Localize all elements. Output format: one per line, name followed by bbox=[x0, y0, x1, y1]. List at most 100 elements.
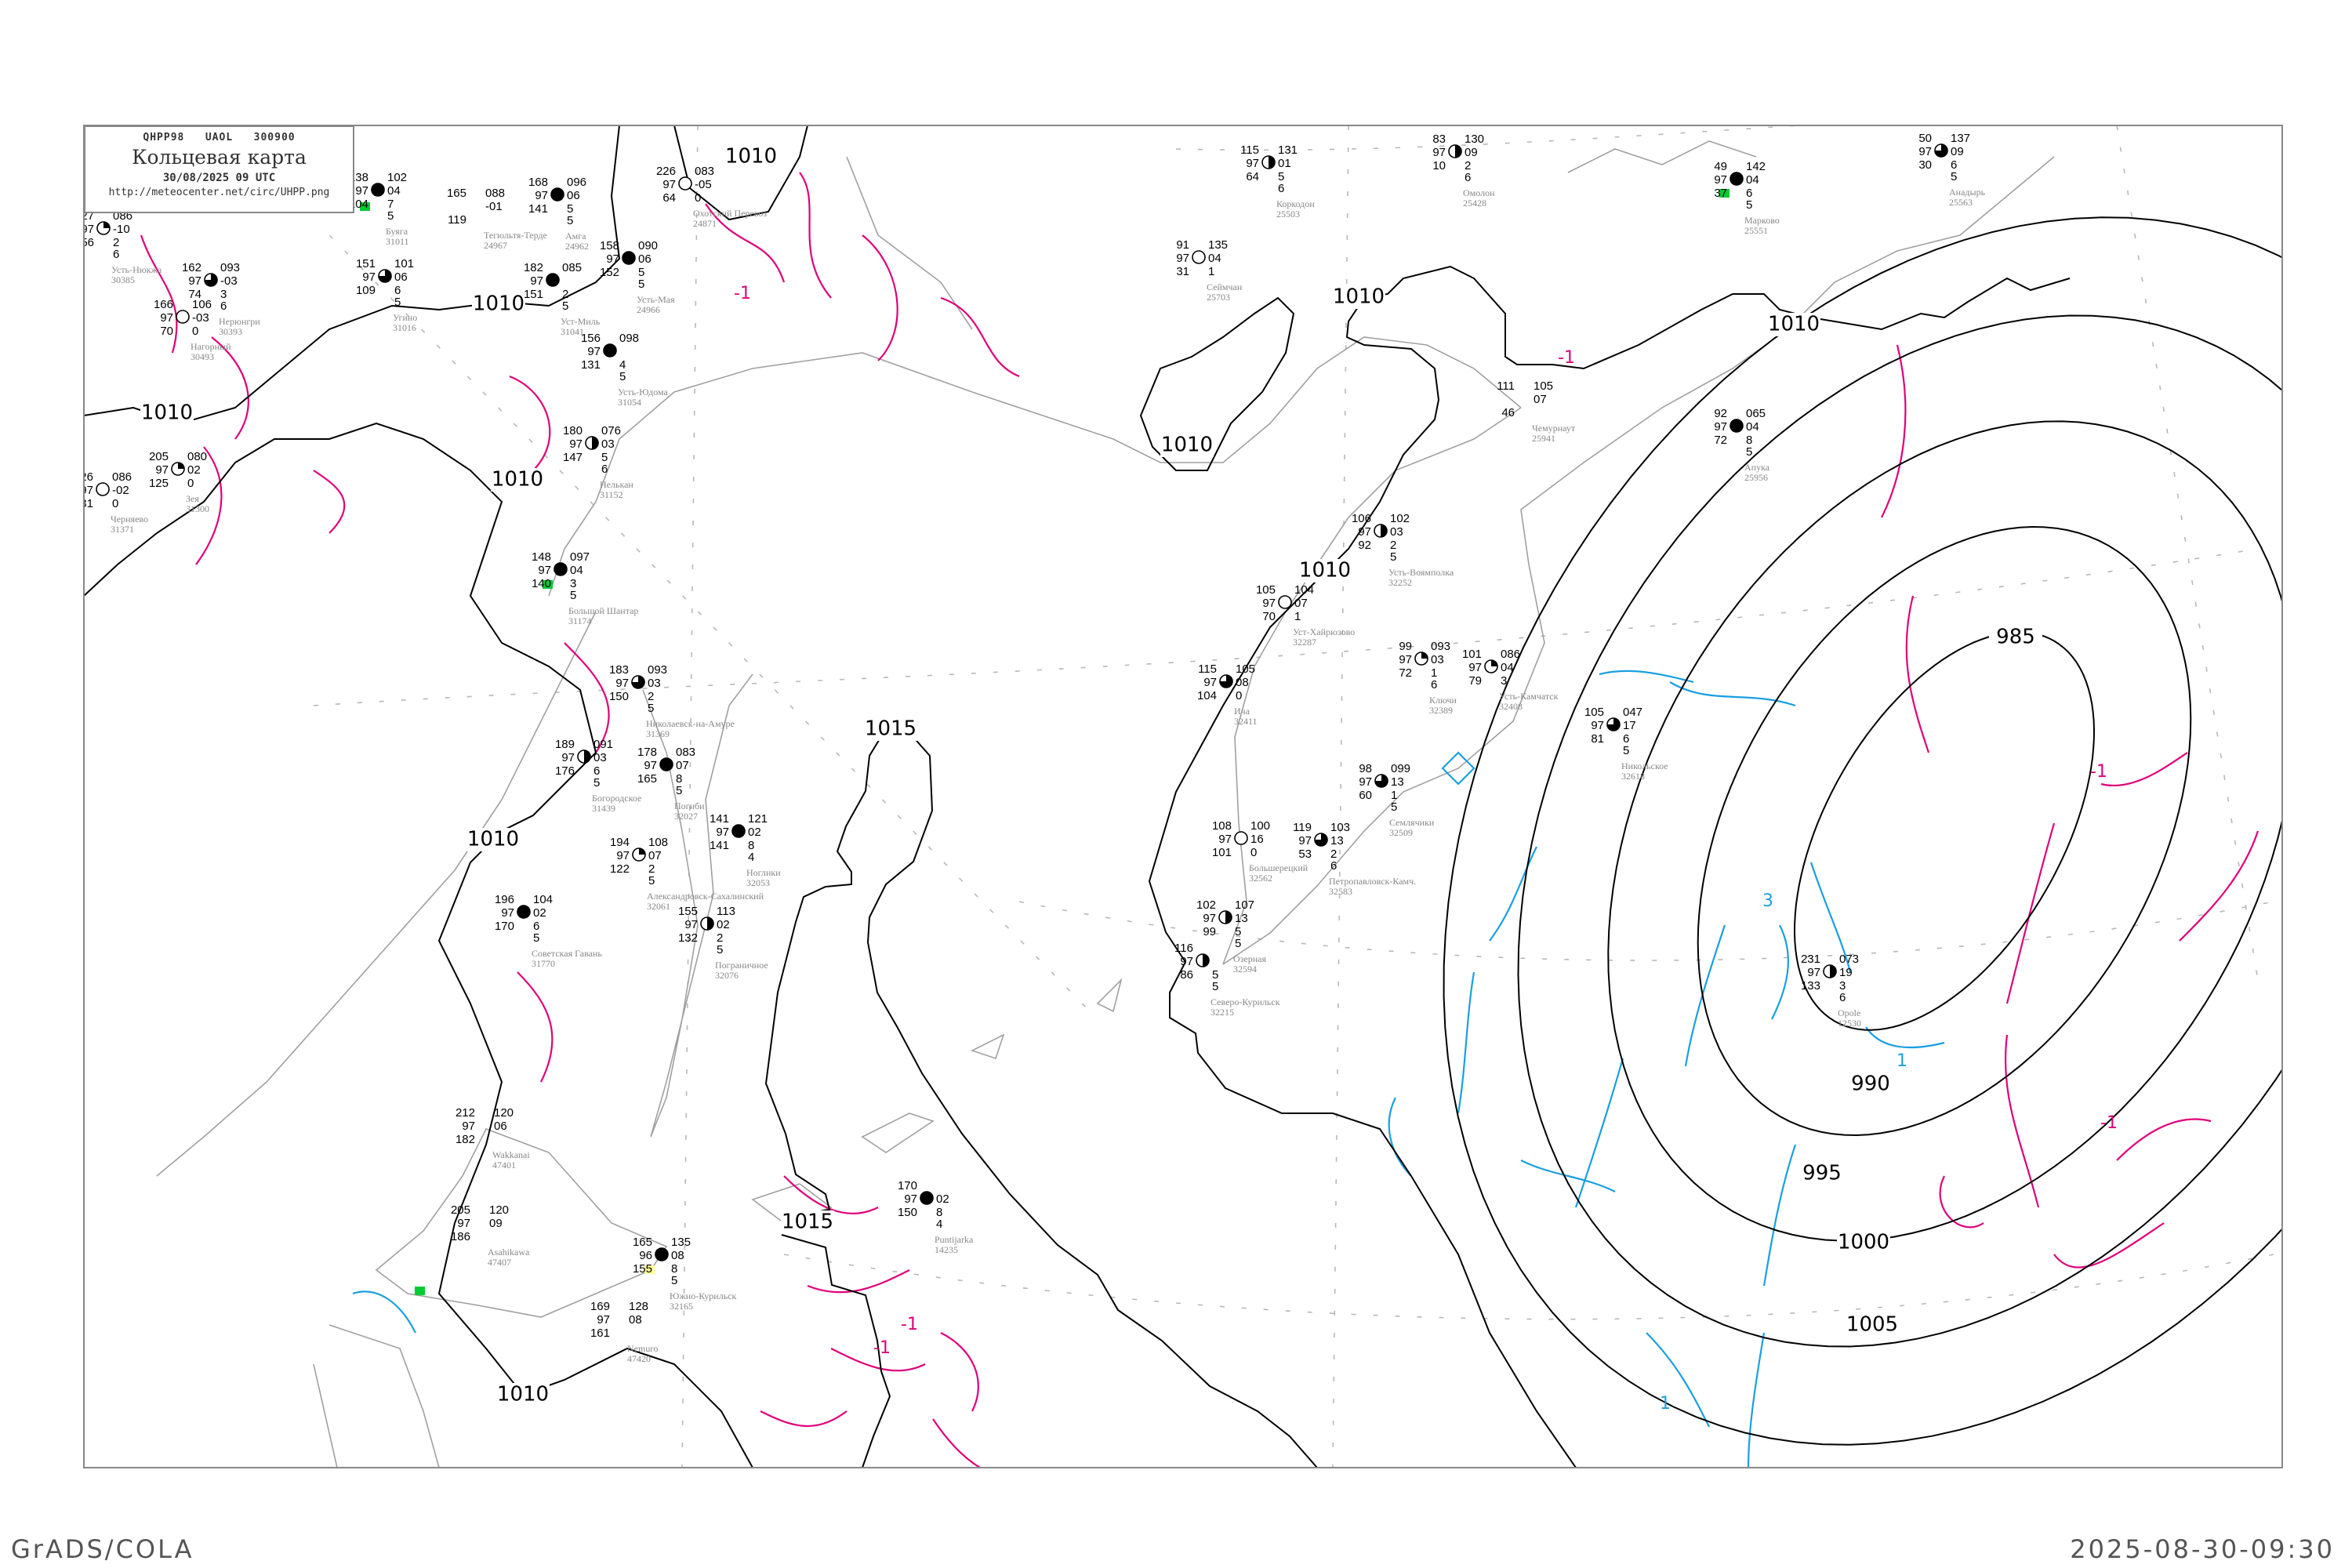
tendency-label: 1 bbox=[1896, 1051, 1907, 1071]
station-name: Ключи bbox=[1429, 695, 1457, 706]
extra-code-value: 5 bbox=[593, 776, 600, 789]
isobar-line bbox=[1697, 525, 2192, 1137]
dewpoint-value: 161 bbox=[590, 1327, 610, 1340]
station-name: Коркодон bbox=[1276, 198, 1315, 209]
pressure-tendency-value: 04 bbox=[1501, 661, 1514, 674]
pressure-value: 085 bbox=[562, 261, 582, 274]
dewpoint-value: 125 bbox=[149, 477, 169, 490]
extra-code-value: 4 bbox=[619, 358, 626, 372]
pressure-level-value: 97 bbox=[362, 270, 376, 284]
temperature-value: 166 bbox=[154, 298, 173, 311]
temperature-value: 83 bbox=[1432, 132, 1446, 146]
pressure-tendency-value: 07 bbox=[1294, 597, 1308, 610]
isobar-line bbox=[1139, 296, 1295, 471]
isobar-label: 1010 bbox=[1161, 434, 1213, 457]
temperature-value: 205 bbox=[451, 1203, 470, 1217]
temperature-value: 105 bbox=[1256, 583, 1276, 597]
pressure-tendency-value: 04 bbox=[1746, 173, 1759, 187]
temperature-value: 92 bbox=[1714, 407, 1727, 420]
pressure-tendency-value: -03 bbox=[192, 311, 209, 325]
extra-code-value: 5 bbox=[648, 702, 654, 715]
station-name: Погиби bbox=[674, 800, 705, 811]
station-id: 24967 bbox=[484, 240, 507, 251]
extra-code-value: 5 bbox=[1746, 198, 1752, 212]
pressure-level-value: 97 bbox=[530, 274, 543, 288]
temperature-value: 158 bbox=[600, 239, 619, 252]
pressure-tendency-value: 02 bbox=[748, 826, 761, 839]
dewpoint-value: 150 bbox=[609, 690, 629, 703]
precip-marker bbox=[360, 202, 370, 211]
isobar-label: 1010 bbox=[1299, 559, 1351, 583]
source-url[interactable]: http://meteocenter.net/circ/UHPP.png bbox=[108, 187, 330, 198]
station-name: Амга bbox=[565, 230, 586, 241]
extra-code-value: 6 bbox=[601, 463, 608, 476]
pressure-level-value: 97 bbox=[569, 437, 583, 451]
isobar-line bbox=[1148, 265, 2071, 1468]
pressure-tendency-value: 02 bbox=[533, 906, 546, 920]
dewpoint-value: 37 bbox=[1714, 187, 1727, 200]
extra-code-value: 3 bbox=[570, 577, 576, 590]
pressure-tendency-value: 07 bbox=[1534, 393, 1547, 406]
pressure-tendency-value: 08 bbox=[629, 1313, 642, 1327]
pressure-value: 121 bbox=[748, 812, 768, 826]
station-id: 32562 bbox=[1249, 873, 1272, 884]
extra-code-value: 0 bbox=[1236, 689, 1242, 702]
extra-code-value: 1 bbox=[1391, 789, 1397, 802]
station-name: Южно-Курильск bbox=[670, 1290, 737, 1301]
pressure-value: 137 bbox=[1951, 132, 1970, 145]
extra-code-value: 2 bbox=[717, 931, 723, 945]
pressure-level-value: 97 bbox=[538, 564, 551, 577]
dewpoint-value: 140 bbox=[532, 577, 551, 590]
tendency-label: 1 bbox=[1660, 1394, 1671, 1414]
station-name: Анадырь bbox=[1949, 187, 1986, 198]
pressure-level-value: 97 bbox=[81, 223, 94, 236]
isobars bbox=[84, 125, 2282, 1468]
